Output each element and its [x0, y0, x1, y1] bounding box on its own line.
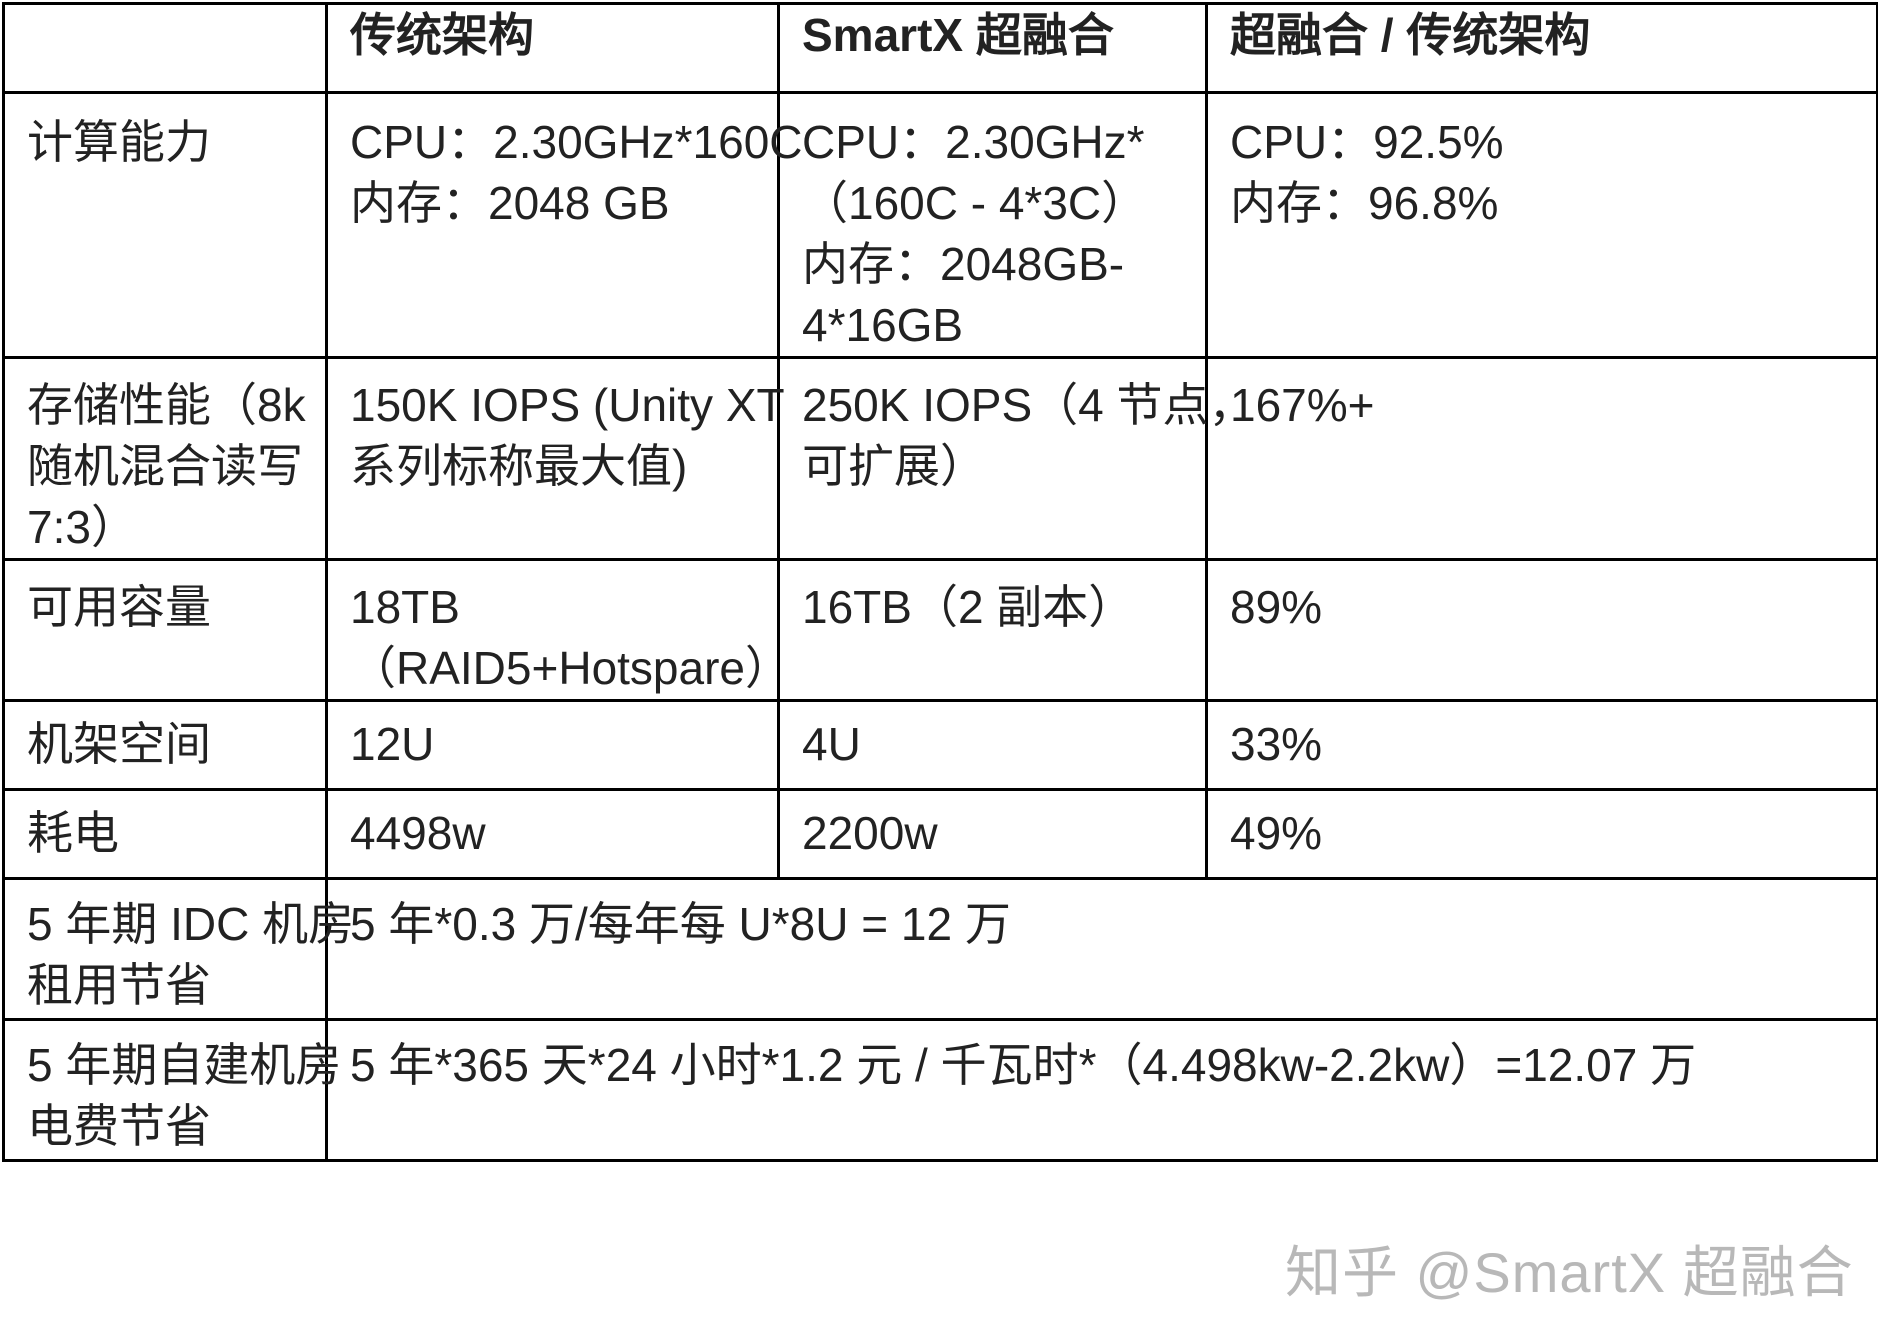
row-power: 耗电 4498w 2200w 49% [2, 788, 1878, 880]
formula-line: 5 年*0.3 万/每年每 U*8U = 12 万 [350, 898, 1011, 950]
watermark: 知乎 @SmartX 超融合 [1285, 1241, 1854, 1304]
value-line: 18TB [350, 581, 460, 633]
smartx-value: 4U [777, 699, 1208, 791]
row-label: 5 年期自建机房 电费节省 [2, 1018, 342, 1162]
savings-formula: 5 年*0.3 万/每年每 U*8U = 12 万 [325, 877, 1878, 1021]
value-line: 4*16GB [802, 299, 964, 351]
row-power-savings: 5 年期自建机房 电费节省 5 年*365 天*24 小时*1.2 元 / 千瓦… [2, 1018, 1878, 1162]
value-line: 可扩展） [802, 440, 986, 492]
value-line: 16TB（2 副本） [802, 581, 1135, 633]
value-line: CPU：2.30GHz*160C [350, 116, 803, 168]
label-line: 5 年期 IDC 机房 [27, 898, 355, 950]
value-line: 33% [1230, 718, 1323, 770]
label-line: 可用容量 [27, 581, 211, 633]
row-label: 5 年期 IDC 机房 租用节省 [2, 877, 355, 1021]
label-line: 存储性能（8k [27, 379, 306, 431]
label-line: 计算能力 [27, 116, 211, 168]
value-line: 系列标称最大值) [350, 440, 688, 492]
label-line: 耗电 [27, 807, 119, 859]
row-label: 存储性能（8k 随机混合读写 7:3） [2, 356, 328, 561]
value-line: CPU：92.5% [1230, 116, 1504, 168]
row-rack-space: 机架空间 12U 4U 33% [2, 699, 1878, 791]
value-line: 12U [350, 718, 435, 770]
row-compute: 计算能力 CPU：2.30GHz*160C 内存：2048 GB CPU：2.3… [2, 91, 1878, 359]
row-capacity: 可用容量 18TB （RAID5+Hotspare） 16TB（2 副本） 89… [2, 558, 1878, 702]
ratio-value: 33% [1205, 699, 1878, 791]
traditional-value: CPU：2.30GHz*160C 内存：2048 GB [325, 91, 803, 359]
value-line: 4U [802, 718, 861, 770]
smartx-value: CPU：2.30GHz* （160C - 4*3C） 内存：2048GB- 4*… [777, 91, 1208, 359]
traditional-value: 18TB （RAID5+Hotspare） [325, 558, 791, 702]
smartx-value: 2200w [777, 788, 1208, 880]
savings-formula: 5 年*365 天*24 小时*1.2 元 / 千瓦时*（4.498kw-2.2… [325, 1018, 1878, 1162]
row-label: 计算能力 [2, 91, 328, 359]
label-line: 5 年期自建机房 [27, 1039, 342, 1091]
value-line: 89% [1230, 581, 1323, 633]
header-ratio: 超融合 / 传统架构 [1205, 2, 1878, 94]
row-label: 机架空间 [2, 699, 328, 791]
traditional-value: 4498w [325, 788, 780, 880]
value-line: （RAID5+Hotspare） [350, 642, 791, 694]
header-traditional: 传统架构 [325, 2, 780, 94]
value-line: 49% [1230, 807, 1323, 859]
traditional-value: 12U [325, 699, 780, 791]
label-line: 电费节省 [27, 1100, 211, 1152]
value-line: 167%+ [1230, 379, 1375, 431]
value-line: 内存：2048 GB [350, 177, 670, 229]
value-line: 4498w [350, 807, 486, 859]
label-line: 租用节省 [27, 959, 211, 1011]
traditional-value: 150K IOPS (Unity XT 系列标称最大值) [325, 356, 785, 561]
header-smartx: SmartX 超融合 [777, 2, 1208, 94]
ratio-value: 49% [1205, 788, 1878, 880]
formula-line: 5 年*365 天*24 小时*1.2 元 / 千瓦时*（4.498kw-2.2… [350, 1039, 1697, 1091]
value-line: 内存：96.8% [1230, 177, 1499, 229]
value-line: 内存：2048GB- [802, 238, 1125, 290]
value-line: 2200w [802, 807, 938, 859]
row-storage: 存储性能（8k 随机混合读写 7:3） 150K IOPS (Unity XT … [2, 356, 1878, 561]
value-line: 150K IOPS (Unity XT [350, 379, 785, 431]
smartx-value: 16TB（2 副本） [777, 558, 1208, 702]
header-empty-cell [2, 2, 328, 94]
label-line: 机架空间 [27, 718, 211, 770]
header-row: 传统架构 SmartX 超融合 超融合 / 传统架构 [2, 2, 1878, 94]
ratio-value: 89% [1205, 558, 1878, 702]
row-label: 可用容量 [2, 558, 328, 702]
ratio-value: CPU：92.5% 内存：96.8% [1205, 91, 1878, 359]
value-line: 250K IOPS（4 节点， [802, 379, 1255, 431]
row-idc-savings: 5 年期 IDC 机房 租用节省 5 年*0.3 万/每年每 U*8U = 12… [2, 877, 1878, 1021]
row-label: 耗电 [2, 788, 328, 880]
value-line: （160C - 4*3C） [802, 177, 1148, 229]
smartx-value: 250K IOPS（4 节点， 可扩展） [777, 356, 1255, 561]
ratio-value: 167%+ [1205, 356, 1878, 561]
value-line: CPU：2.30GHz* [802, 116, 1145, 168]
label-line: 随机混合读写 [27, 440, 303, 492]
label-line: 7:3） [27, 501, 137, 553]
comparison-table: 传统架构 SmartX 超融合 超融合 / 传统架构 计算能力 CPU：2.30… [2, 2, 1878, 1162]
